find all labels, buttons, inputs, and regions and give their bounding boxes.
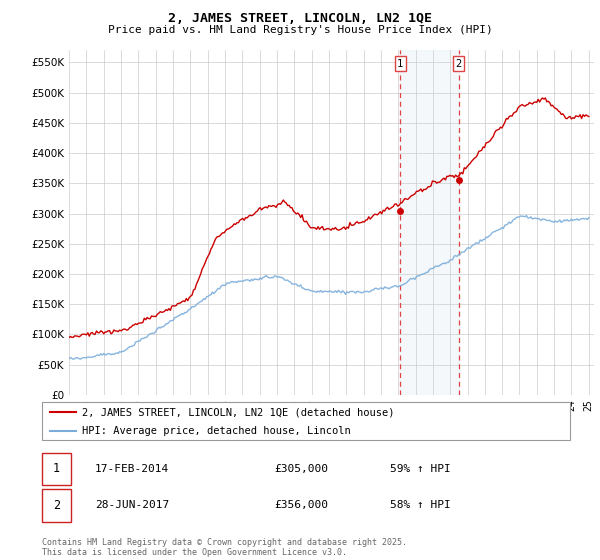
Text: £305,000: £305,000 xyxy=(274,464,328,474)
Text: 28-JUN-2017: 28-JUN-2017 xyxy=(95,501,169,510)
Text: 2: 2 xyxy=(53,499,60,512)
Text: 1: 1 xyxy=(53,463,60,475)
Text: HPI: Average price, detached house, Lincoln: HPI: Average price, detached house, Linc… xyxy=(82,426,350,436)
Text: 2, JAMES STREET, LINCOLN, LN2 1QE: 2, JAMES STREET, LINCOLN, LN2 1QE xyxy=(168,12,432,25)
Text: Contains HM Land Registry data © Crown copyright and database right 2025.
This d: Contains HM Land Registry data © Crown c… xyxy=(42,538,407,557)
Bar xyxy=(400,50,458,395)
Text: 1: 1 xyxy=(397,59,403,69)
Text: 59% ↑ HPI: 59% ↑ HPI xyxy=(391,464,451,474)
Text: 17-FEB-2014: 17-FEB-2014 xyxy=(95,464,169,474)
Bar xyxy=(42,452,71,486)
Text: 2, JAMES STREET, LINCOLN, LN2 1QE (detached house): 2, JAMES STREET, LINCOLN, LN2 1QE (detac… xyxy=(82,407,394,417)
Text: 2: 2 xyxy=(455,59,462,69)
Text: Price paid vs. HM Land Registry's House Price Index (HPI): Price paid vs. HM Land Registry's House … xyxy=(107,25,493,35)
Text: £356,000: £356,000 xyxy=(274,501,328,510)
Text: 58% ↑ HPI: 58% ↑ HPI xyxy=(391,501,451,510)
Bar xyxy=(42,489,71,522)
